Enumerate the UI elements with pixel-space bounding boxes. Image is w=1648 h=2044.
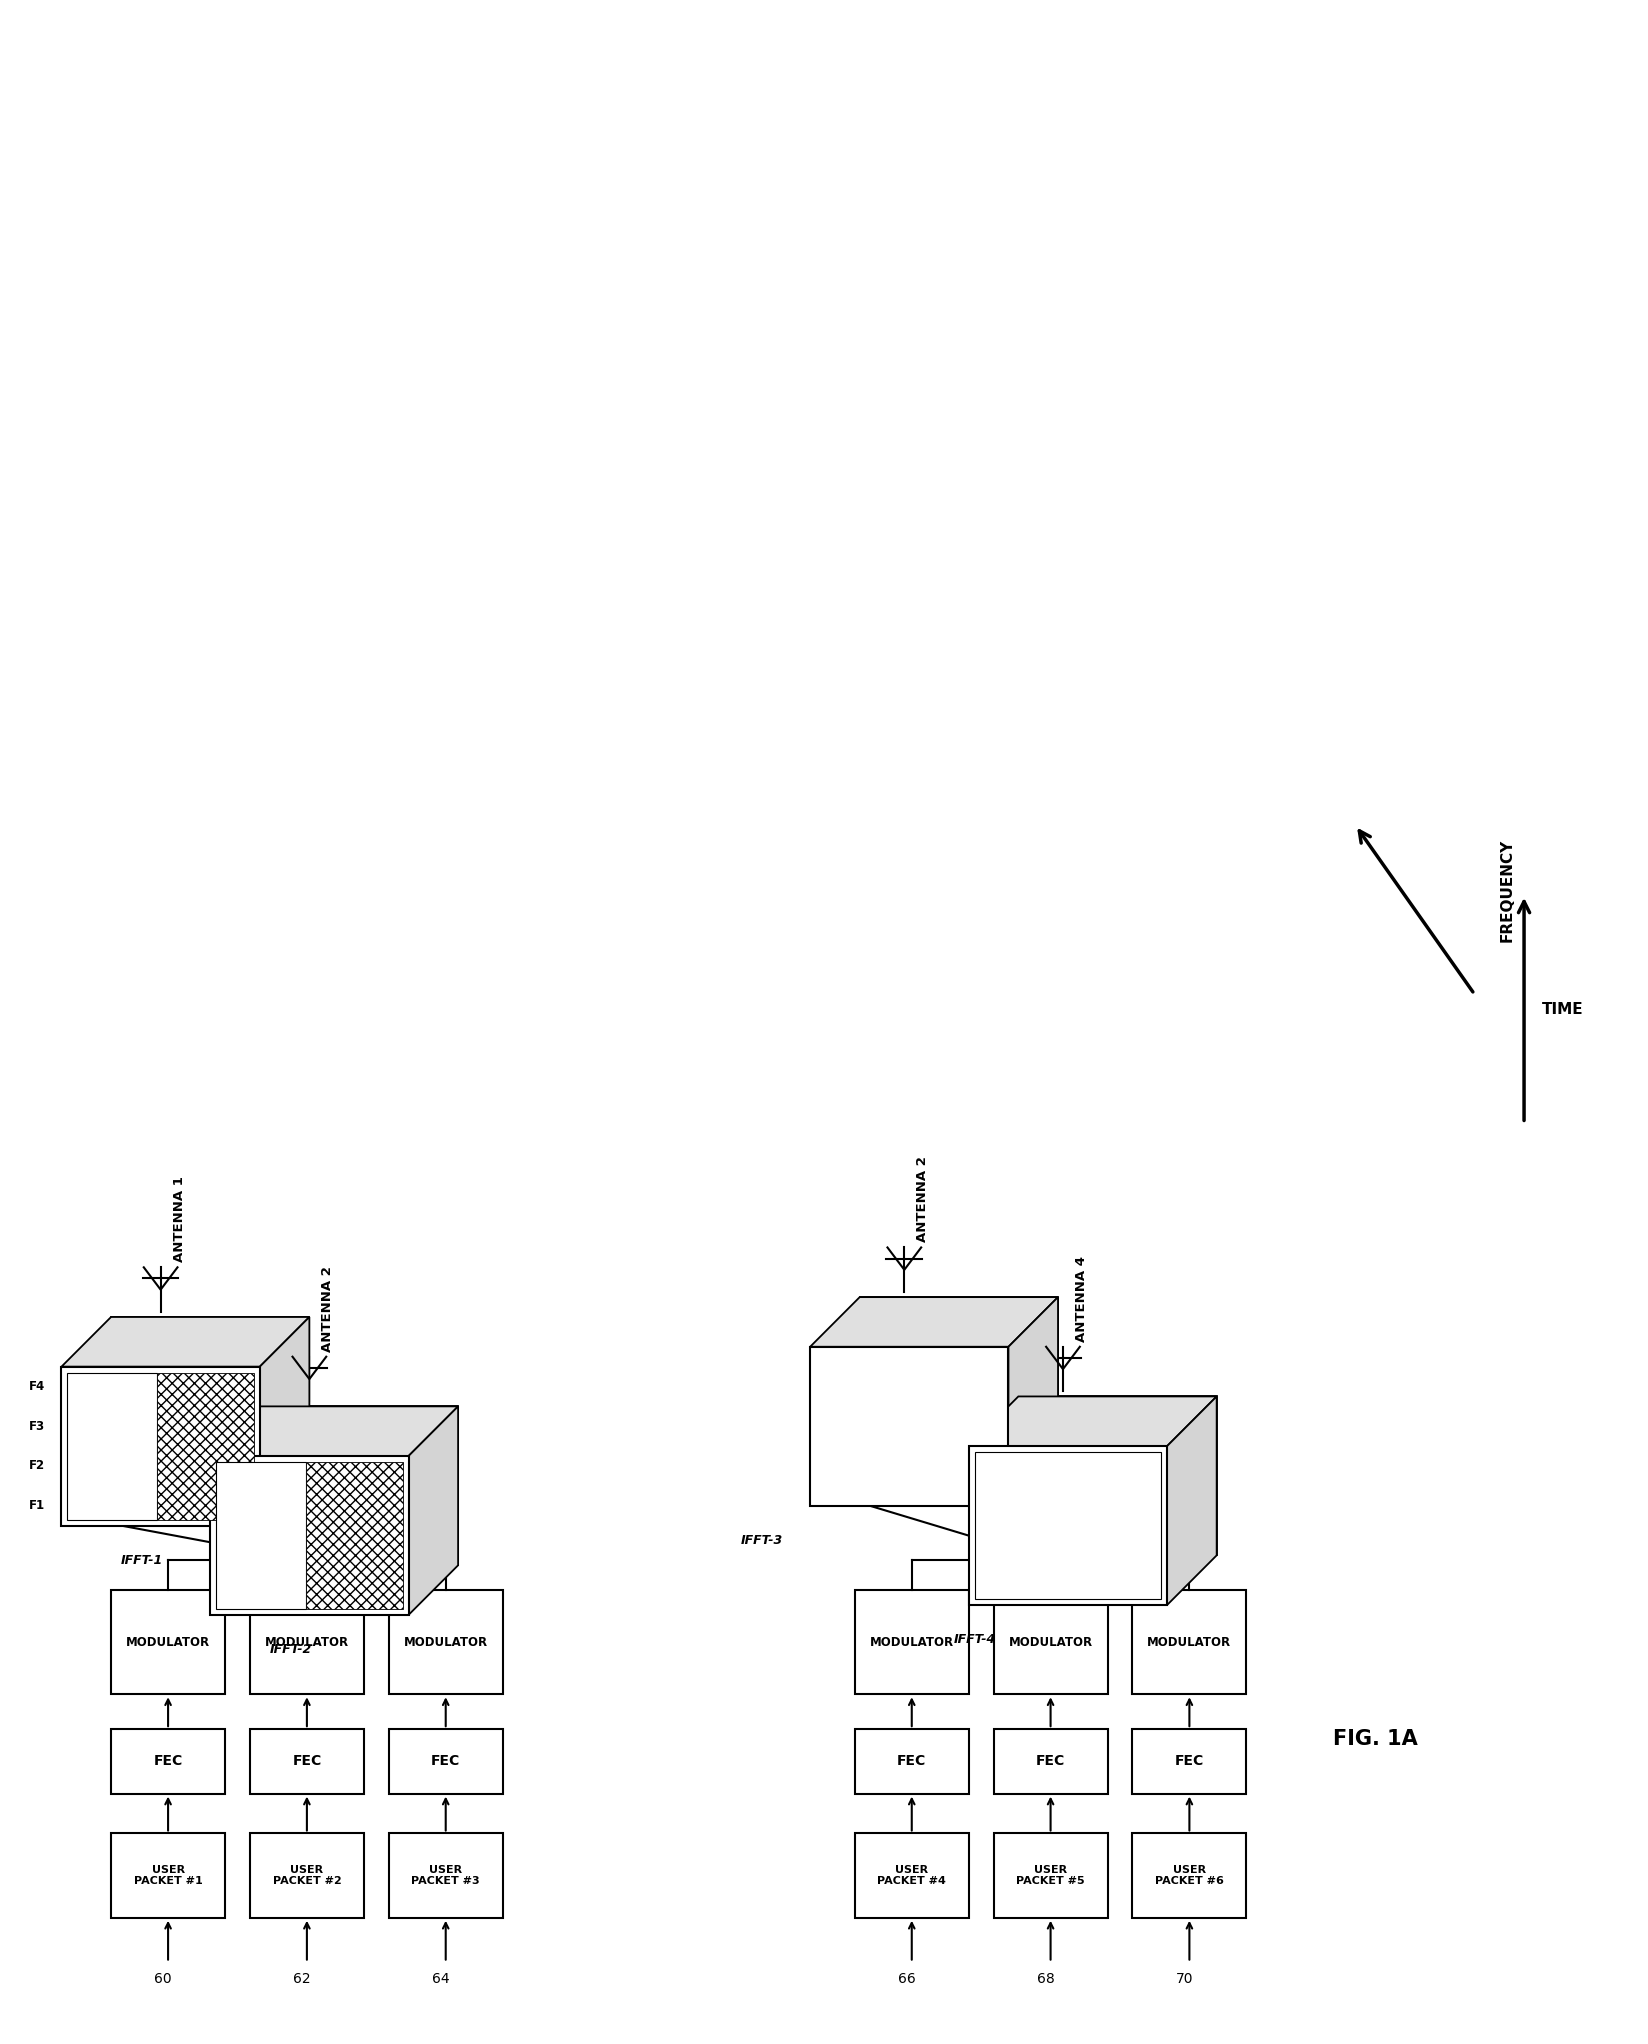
Bar	[1132, 1833, 1246, 1917]
Polygon shape	[1167, 1396, 1216, 1605]
Polygon shape	[859, 1298, 1058, 1455]
Text: ANTENNA 2: ANTENNA 2	[916, 1157, 929, 1243]
Text: F1: F1	[28, 1498, 44, 1513]
Polygon shape	[1009, 1298, 1058, 1506]
Polygon shape	[305, 1461, 402, 1609]
Text: ANTENNA 4: ANTENNA 4	[1074, 1255, 1088, 1341]
Text: F4: F4	[28, 1380, 44, 1394]
Text: F2: F2	[28, 1459, 44, 1472]
Bar	[250, 1833, 364, 1917]
Text: FEC: FEC	[292, 1754, 321, 1768]
Text: TIME: TIME	[1541, 1002, 1582, 1016]
Text: USER
PACKET #1: USER PACKET #1	[133, 1864, 203, 1887]
Polygon shape	[967, 1396, 1216, 1445]
Text: USER
PACKET #2: USER PACKET #2	[272, 1864, 341, 1887]
Text: USER
PACKET #4: USER PACKET #4	[877, 1864, 946, 1887]
Text: ANTENNA 1: ANTENNA 1	[173, 1177, 186, 1263]
Bar	[389, 1590, 503, 1694]
Bar	[216, 1461, 305, 1609]
Text: FEC: FEC	[1173, 1754, 1203, 1768]
Text: ANTENNA 2: ANTENNA 2	[321, 1265, 335, 1351]
Polygon shape	[209, 1406, 458, 1455]
Text: 62: 62	[293, 1972, 310, 1987]
Polygon shape	[809, 1347, 1009, 1506]
Text: IFFT-3: IFFT-3	[740, 1533, 783, 1547]
Bar	[389, 1833, 503, 1917]
Text: USER
PACKET #5: USER PACKET #5	[1015, 1864, 1084, 1887]
Text: 70: 70	[1175, 1972, 1193, 1987]
Polygon shape	[157, 1374, 254, 1519]
Text: MODULATOR: MODULATOR	[868, 1635, 953, 1650]
Polygon shape	[260, 1316, 310, 1525]
Polygon shape	[809, 1298, 1058, 1347]
Text: FIG. 1A: FIG. 1A	[1332, 1729, 1417, 1750]
Text: USER
PACKET #6: USER PACKET #6	[1154, 1864, 1223, 1887]
Bar	[994, 1729, 1107, 1795]
Bar	[854, 1833, 967, 1917]
Text: 66: 66	[898, 1972, 915, 1987]
Text: 64: 64	[432, 1972, 450, 1987]
Polygon shape	[61, 1316, 310, 1367]
Text: 68: 68	[1037, 1972, 1053, 1987]
Polygon shape	[61, 1367, 260, 1525]
Bar	[1132, 1590, 1246, 1694]
Bar	[68, 1374, 157, 1519]
Bar	[1132, 1729, 1246, 1795]
Bar	[994, 1590, 1107, 1694]
Bar	[250, 1590, 364, 1694]
Text: USER
PACKET #3: USER PACKET #3	[410, 1864, 480, 1887]
Text: MODULATOR: MODULATOR	[404, 1635, 488, 1650]
Bar	[974, 1451, 1160, 1598]
Bar	[994, 1833, 1107, 1917]
Text: IFFT-4: IFFT-4	[953, 1633, 995, 1645]
Text: FREQUENCY: FREQUENCY	[1498, 838, 1513, 942]
Bar	[110, 1590, 226, 1694]
Text: 60: 60	[155, 1972, 171, 1987]
Text: MODULATOR: MODULATOR	[125, 1635, 209, 1650]
Bar	[110, 1833, 226, 1917]
Text: IFFT-1: IFFT-1	[120, 1553, 163, 1568]
Bar	[250, 1729, 364, 1795]
Text: FEC: FEC	[1035, 1754, 1065, 1768]
Polygon shape	[209, 1455, 409, 1615]
Polygon shape	[110, 1316, 310, 1476]
Text: FEC: FEC	[897, 1754, 926, 1768]
Polygon shape	[409, 1406, 458, 1615]
Polygon shape	[260, 1406, 458, 1566]
Bar	[854, 1590, 967, 1694]
Text: MODULATOR: MODULATOR	[265, 1635, 349, 1650]
Bar	[389, 1729, 503, 1795]
Text: FEC: FEC	[153, 1754, 183, 1768]
Polygon shape	[1018, 1396, 1216, 1555]
Bar	[110, 1729, 226, 1795]
Text: IFFT-2: IFFT-2	[270, 1643, 311, 1656]
Bar	[854, 1729, 967, 1795]
Text: FEC: FEC	[430, 1754, 460, 1768]
Text: MODULATOR: MODULATOR	[1009, 1635, 1093, 1650]
Text: MODULATOR: MODULATOR	[1147, 1635, 1231, 1650]
Polygon shape	[967, 1445, 1167, 1605]
Text: F3: F3	[28, 1421, 44, 1433]
